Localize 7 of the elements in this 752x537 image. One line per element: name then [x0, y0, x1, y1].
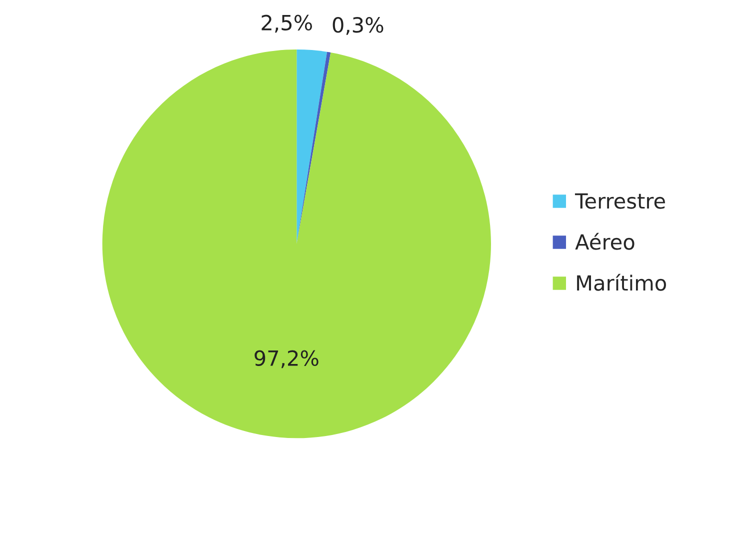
legend-label: Marítimo [577, 274, 666, 291]
pie-slice [102, 49, 492, 438]
data-label: 97,2% [254, 350, 318, 368]
data-label: 0,3% [332, 17, 384, 35]
legend-label: Terrestre [574, 193, 665, 209]
data-label: 2,5% [262, 14, 312, 33]
legend-label: Aéreo [575, 232, 634, 250]
